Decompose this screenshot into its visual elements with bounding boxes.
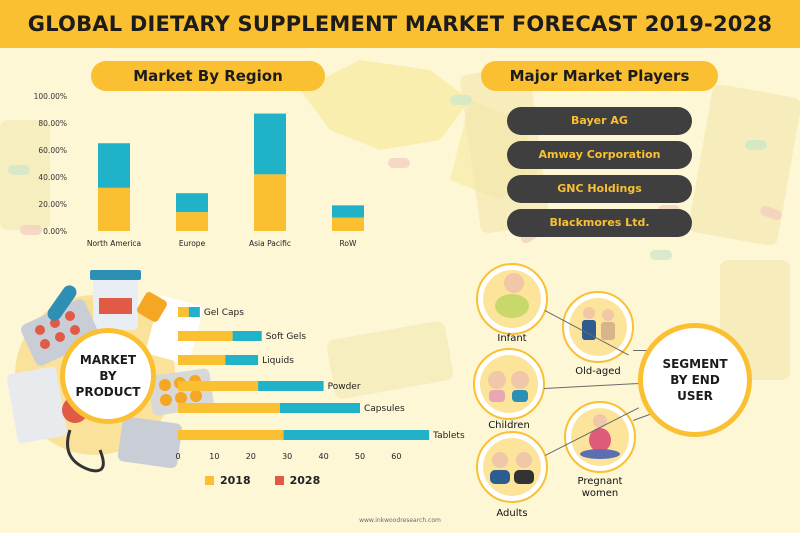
product-bar-label: Soft Gels bbox=[266, 332, 307, 342]
product-bar-label: Capsules bbox=[364, 404, 405, 414]
product-bar-gel-caps-2018 bbox=[178, 307, 189, 317]
segment-infant: Infant bbox=[497, 333, 527, 344]
segment-adults: Adults bbox=[496, 508, 528, 519]
segment-old-aged: Old-aged bbox=[575, 366, 621, 377]
region-bar-europe-2028 bbox=[176, 193, 208, 213]
player-bayer: Bayer AG bbox=[507, 107, 692, 135]
product-bar-label: Gel Caps bbox=[204, 308, 244, 318]
region-x-label: Europe bbox=[179, 239, 206, 248]
region-y-tick: 0.00% bbox=[43, 227, 67, 236]
region-bar-europe-2018 bbox=[176, 212, 208, 231]
footer-url: www.inkwoodresearch.com bbox=[359, 517, 441, 524]
page-title: GLOBAL DIETARY SUPPLEMENT MARKET FORECAS… bbox=[27, 12, 773, 36]
product-bar-label: Tablets bbox=[432, 431, 465, 441]
product-bar-capsules-2018 bbox=[178, 403, 280, 413]
product-x-tick: 50 bbox=[355, 452, 365, 461]
product-chart: Gel Caps Soft Gels Liquids Powder Capsules Ta… bbox=[175, 307, 465, 461]
product-x-tick: 60 bbox=[391, 452, 401, 461]
region-y-tick: 40.00% bbox=[38, 173, 67, 182]
product-bar-label: Powder bbox=[328, 382, 361, 392]
region-bar-north-america-2028 bbox=[98, 143, 130, 188]
title-banner: GLOBAL DIETARY SUPPLEMENT MARKET FORECAS… bbox=[0, 0, 800, 48]
region-x-label: RoW bbox=[340, 239, 357, 248]
product-bar-soft-gels-2018 bbox=[178, 331, 233, 341]
product-label: MARKET BY PRODUCT bbox=[75, 353, 141, 399]
product-bar-powder-2018 bbox=[178, 381, 259, 391]
legend-2018: 2018 bbox=[220, 474, 251, 487]
player-amway: Amway Corporation bbox=[507, 141, 692, 169]
product-bar-tablets-2028 bbox=[283, 430, 430, 440]
product-bar-capsules-2028 bbox=[279, 403, 360, 413]
product-bar-soft-gels-2028 bbox=[232, 331, 262, 341]
legend-swatch-2028 bbox=[274, 476, 284, 485]
region-x-label: Asia Pacific bbox=[249, 239, 291, 248]
players-section-title: Major Market Players bbox=[481, 61, 718, 91]
region-bar-asia-pacific-2028 bbox=[254, 113, 286, 175]
segment-icons bbox=[473, 263, 636, 503]
region-x-label: North America bbox=[87, 239, 141, 248]
product-bar-liquids-2018 bbox=[178, 355, 226, 365]
product-bar-label: Liquids bbox=[262, 356, 294, 366]
product-bar-liquids-2028 bbox=[225, 355, 259, 365]
product-x-tick: 20 bbox=[246, 452, 256, 461]
product-bar-powder-2028 bbox=[258, 381, 324, 391]
region-bar-north-america-2018 bbox=[98, 187, 130, 231]
segment-circle: SEGMENT BY END USER bbox=[638, 323, 752, 437]
region-bar-asia-pacific-2018 bbox=[254, 174, 286, 231]
product-bar-tablets-2018 bbox=[178, 430, 284, 440]
product-bar-gel-caps-2028 bbox=[188, 307, 200, 317]
segment-pregnant: Pregnant women bbox=[577, 476, 623, 499]
product-x-tick: 40 bbox=[319, 452, 329, 461]
region-bar-row-2018 bbox=[332, 217, 364, 231]
segment-label: SEGMENT BY END USER bbox=[662, 357, 728, 403]
product-circle: MARKET BY PRODUCT bbox=[60, 328, 156, 424]
region-chart: 0.00% 20.00% 40.00% 60.00% 80.00% 100.00% Nort… bbox=[34, 92, 364, 248]
product-legend: 2018 2028 bbox=[205, 474, 320, 487]
product-x-tick: 10 bbox=[209, 452, 219, 461]
player-blackmores: Blackmores Ltd. bbox=[507, 209, 692, 237]
player-gnc: GNC Holdings bbox=[507, 175, 692, 203]
legend-swatch-2018 bbox=[205, 476, 214, 485]
region-bar-row-2028 bbox=[332, 205, 364, 218]
region-section-title: Market By Region bbox=[91, 61, 325, 91]
region-y-tick: 100.00% bbox=[34, 92, 67, 101]
region-y-tick: 80.00% bbox=[38, 119, 67, 128]
connector-old-aged bbox=[633, 350, 648, 352]
region-y-tick: 60.00% bbox=[38, 146, 67, 155]
product-x-tick: 30 bbox=[282, 452, 292, 461]
product-x-tick: 0 bbox=[175, 452, 180, 461]
segment-children: Children bbox=[488, 420, 530, 431]
region-y-tick: 20.00% bbox=[38, 200, 67, 209]
legend-2028: 2028 bbox=[289, 474, 321, 487]
